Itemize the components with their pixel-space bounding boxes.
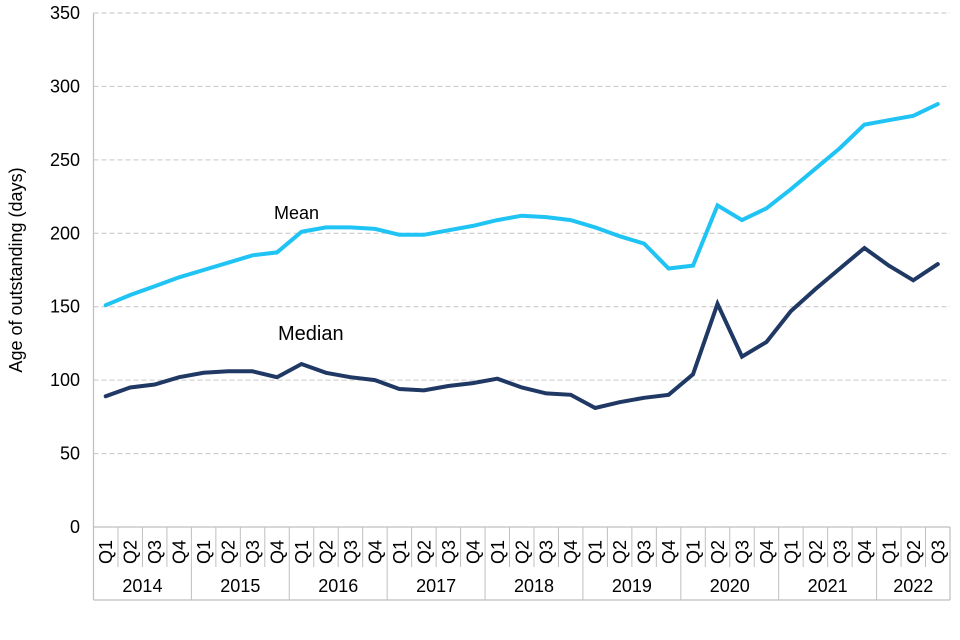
year-label: 2014	[122, 576, 162, 596]
year-label: 2020	[710, 576, 750, 596]
quarter-tick-label: Q3	[243, 540, 263, 564]
quarter-tick-label: Q2	[512, 540, 532, 564]
quarter-tick-label: Q3	[439, 540, 459, 564]
quarter-tick-label: Q2	[708, 540, 728, 564]
quarter-tick-label: Q1	[96, 540, 116, 564]
quarter-tick-label: Q4	[855, 540, 875, 564]
quarter-tick-label: Q3	[928, 540, 948, 564]
quarter-tick-label: Q4	[463, 540, 483, 564]
y-axis-title: Age of outstanding (days)	[6, 167, 26, 372]
series-layer	[103, 102, 940, 411]
y-tick-label: 300	[50, 76, 80, 96]
quarter-tick-label: Q2	[121, 540, 141, 564]
quarter-tick-label: Q2	[610, 540, 630, 564]
y-tick-label: 200	[50, 223, 80, 243]
year-label: 2019	[612, 576, 652, 596]
quarter-tick-label: Q1	[879, 540, 899, 564]
y-tick-label: 150	[50, 297, 80, 317]
quarter-tick-label: Q1	[292, 540, 312, 564]
quarter-tick-label: Q4	[170, 540, 190, 564]
quarter-tick-label: Q1	[684, 540, 704, 564]
quarter-tick-label: Q2	[219, 540, 239, 564]
quarter-tick-label: Q1	[194, 540, 214, 564]
quarter-tick-label: Q1	[586, 540, 606, 564]
y-tick-label: 250	[50, 150, 80, 170]
quarter-tick-label: Q2	[414, 540, 434, 564]
median-line	[103, 245, 940, 411]
quarter-tick-label: Q4	[561, 540, 581, 564]
quarter-tick-label: Q4	[757, 540, 777, 564]
year-label: 2016	[318, 576, 358, 596]
year-label: 2021	[808, 576, 848, 596]
year-label: 2015	[220, 576, 260, 596]
y-tick-label: 350	[50, 3, 80, 23]
year-label: 2022	[893, 576, 933, 596]
quarter-tick-label: Q4	[365, 540, 385, 564]
quarter-tick-label: Q1	[781, 540, 801, 564]
quarter-tick-label: Q1	[488, 540, 508, 564]
quarter-tick-label: Q3	[732, 540, 752, 564]
year-label: 2017	[416, 576, 456, 596]
quarter-tick-label: Q1	[390, 540, 410, 564]
quarter-tick-label: Q2	[316, 540, 336, 564]
quarter-tick-label: Q3	[635, 540, 655, 564]
mean-line	[103, 102, 940, 308]
quarter-tick-label: Q4	[659, 540, 679, 564]
median-series-label: Median	[278, 323, 344, 345]
grid-layer	[93, 12, 950, 455]
quarter-tick-label: Q3	[537, 540, 557, 564]
quarter-tick-label: Q2	[904, 540, 924, 564]
quarter-tick-label: Q3	[341, 540, 361, 564]
quarter-tick-label: Q4	[268, 540, 288, 564]
y-tick-label: 0	[70, 517, 80, 537]
quarter-tick-label: Q3	[830, 540, 850, 564]
quarter-tick-label: Q3	[145, 540, 165, 564]
mean-series-label: Mean	[274, 203, 319, 223]
quarter-tick-label: Q2	[806, 540, 826, 564]
year-label: 2018	[514, 576, 554, 596]
y-tick-label: 100	[50, 370, 80, 390]
axis-layer	[92, 13, 951, 601]
y-tick-label: 50	[60, 444, 80, 464]
